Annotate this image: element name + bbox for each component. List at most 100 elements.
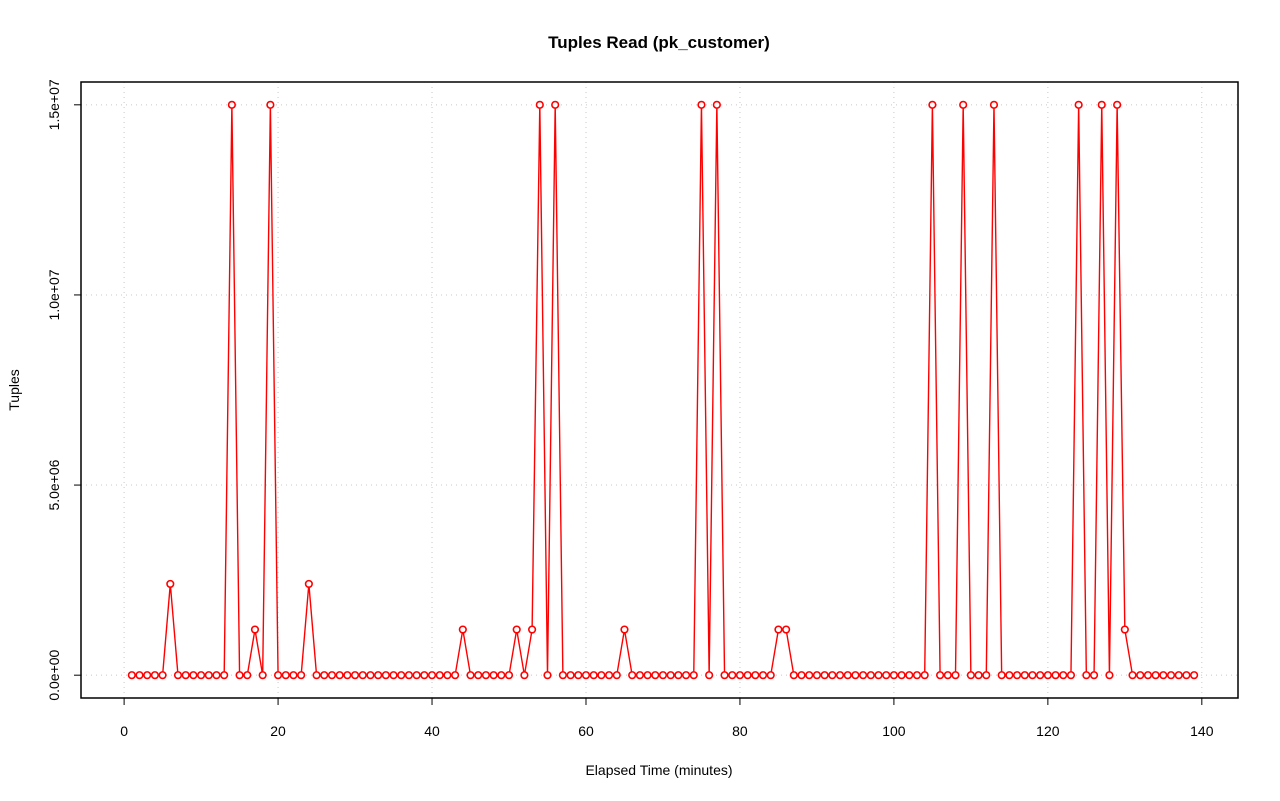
data-point [743,671,752,680]
data-point [320,671,329,680]
data-point [874,671,883,680]
data-point [466,671,475,680]
data-point [527,625,537,634]
data-point [304,579,313,589]
data-point [943,671,952,680]
data-point [1128,671,1137,680]
data-point [1105,671,1114,680]
y-tick-label: 5.0e+06 [46,459,62,510]
y-tick-label: 1.0e+07 [46,269,62,320]
data-point [689,671,698,680]
data-point [1174,671,1183,680]
data-point [451,671,460,680]
data-point [250,625,260,634]
data-point [158,671,167,680]
data-point [912,671,922,680]
data-point [1166,671,1176,680]
data-point [674,671,683,680]
data-point [851,671,860,680]
data-point [1051,671,1060,680]
x-tick-label: 0 [120,723,128,739]
data-point [597,671,606,680]
data-point [204,671,213,680]
data-point [651,671,660,680]
data-point [427,671,437,680]
data-point [551,100,560,109]
data-point [735,671,745,680]
y-tick-label: 0.0e+00 [46,649,62,700]
data-point [1036,671,1045,680]
data-point [389,671,398,680]
data-point [335,671,344,680]
data-point [481,671,491,680]
data-point [1020,671,1029,680]
data-point [812,671,822,680]
data-point [581,671,591,680]
data-point [189,671,198,680]
data-point [866,671,875,680]
data-point [805,671,814,680]
data-point [905,671,914,680]
data-point [1136,671,1145,680]
data-point [535,100,544,109]
data-point [820,671,829,680]
data-point [474,671,483,680]
data-point [920,671,929,680]
data-point [143,671,152,680]
data-point [1143,671,1153,680]
data-point [1074,100,1083,109]
data-point [982,671,991,680]
data-point [635,671,644,680]
data-point [512,625,521,634]
data-point [150,671,160,680]
data-point [997,671,1006,680]
data-point [1059,671,1068,680]
data-point [404,671,414,680]
data-point [227,100,236,109]
data-point [297,671,306,680]
y-tick-label: 1.5e+07 [46,79,62,130]
data-point [543,671,552,680]
data-point [1082,671,1091,680]
data-point [243,671,252,680]
data-point [728,671,737,680]
chart-title: Tuples Read (pk_customer) [548,33,770,52]
plot-area [127,100,1199,680]
data-point [928,100,937,109]
data-point [1159,671,1168,680]
data-point [612,671,621,680]
data-point [658,671,668,680]
data-point [959,100,968,109]
data-point [1028,671,1037,680]
data-point [273,671,283,680]
data-point [789,671,798,680]
data-point [974,671,983,680]
data-point [127,671,136,680]
plot-frame [80,81,1239,699]
data-point [697,100,706,109]
data-point [628,671,637,680]
data-point [173,671,183,680]
data-point [135,671,144,680]
x-tick-label: 80 [732,723,748,739]
data-point [666,671,675,680]
data-point [374,671,383,680]
x-tick-label: 20 [270,723,286,739]
data-point [1182,671,1191,680]
data-point [766,671,775,680]
data-point [951,671,960,680]
x-tick-label: 40 [424,723,440,739]
data-point [281,671,290,680]
data-point [935,671,945,680]
data-point [212,671,221,680]
data-point [520,671,529,680]
data-point [751,671,760,680]
data-point [381,671,390,680]
data-point [897,671,906,680]
data-point [350,671,360,680]
data-point [504,671,514,680]
data-point [1043,671,1052,680]
data-point [1113,100,1122,109]
data-point [312,671,321,680]
data-point [574,671,583,680]
